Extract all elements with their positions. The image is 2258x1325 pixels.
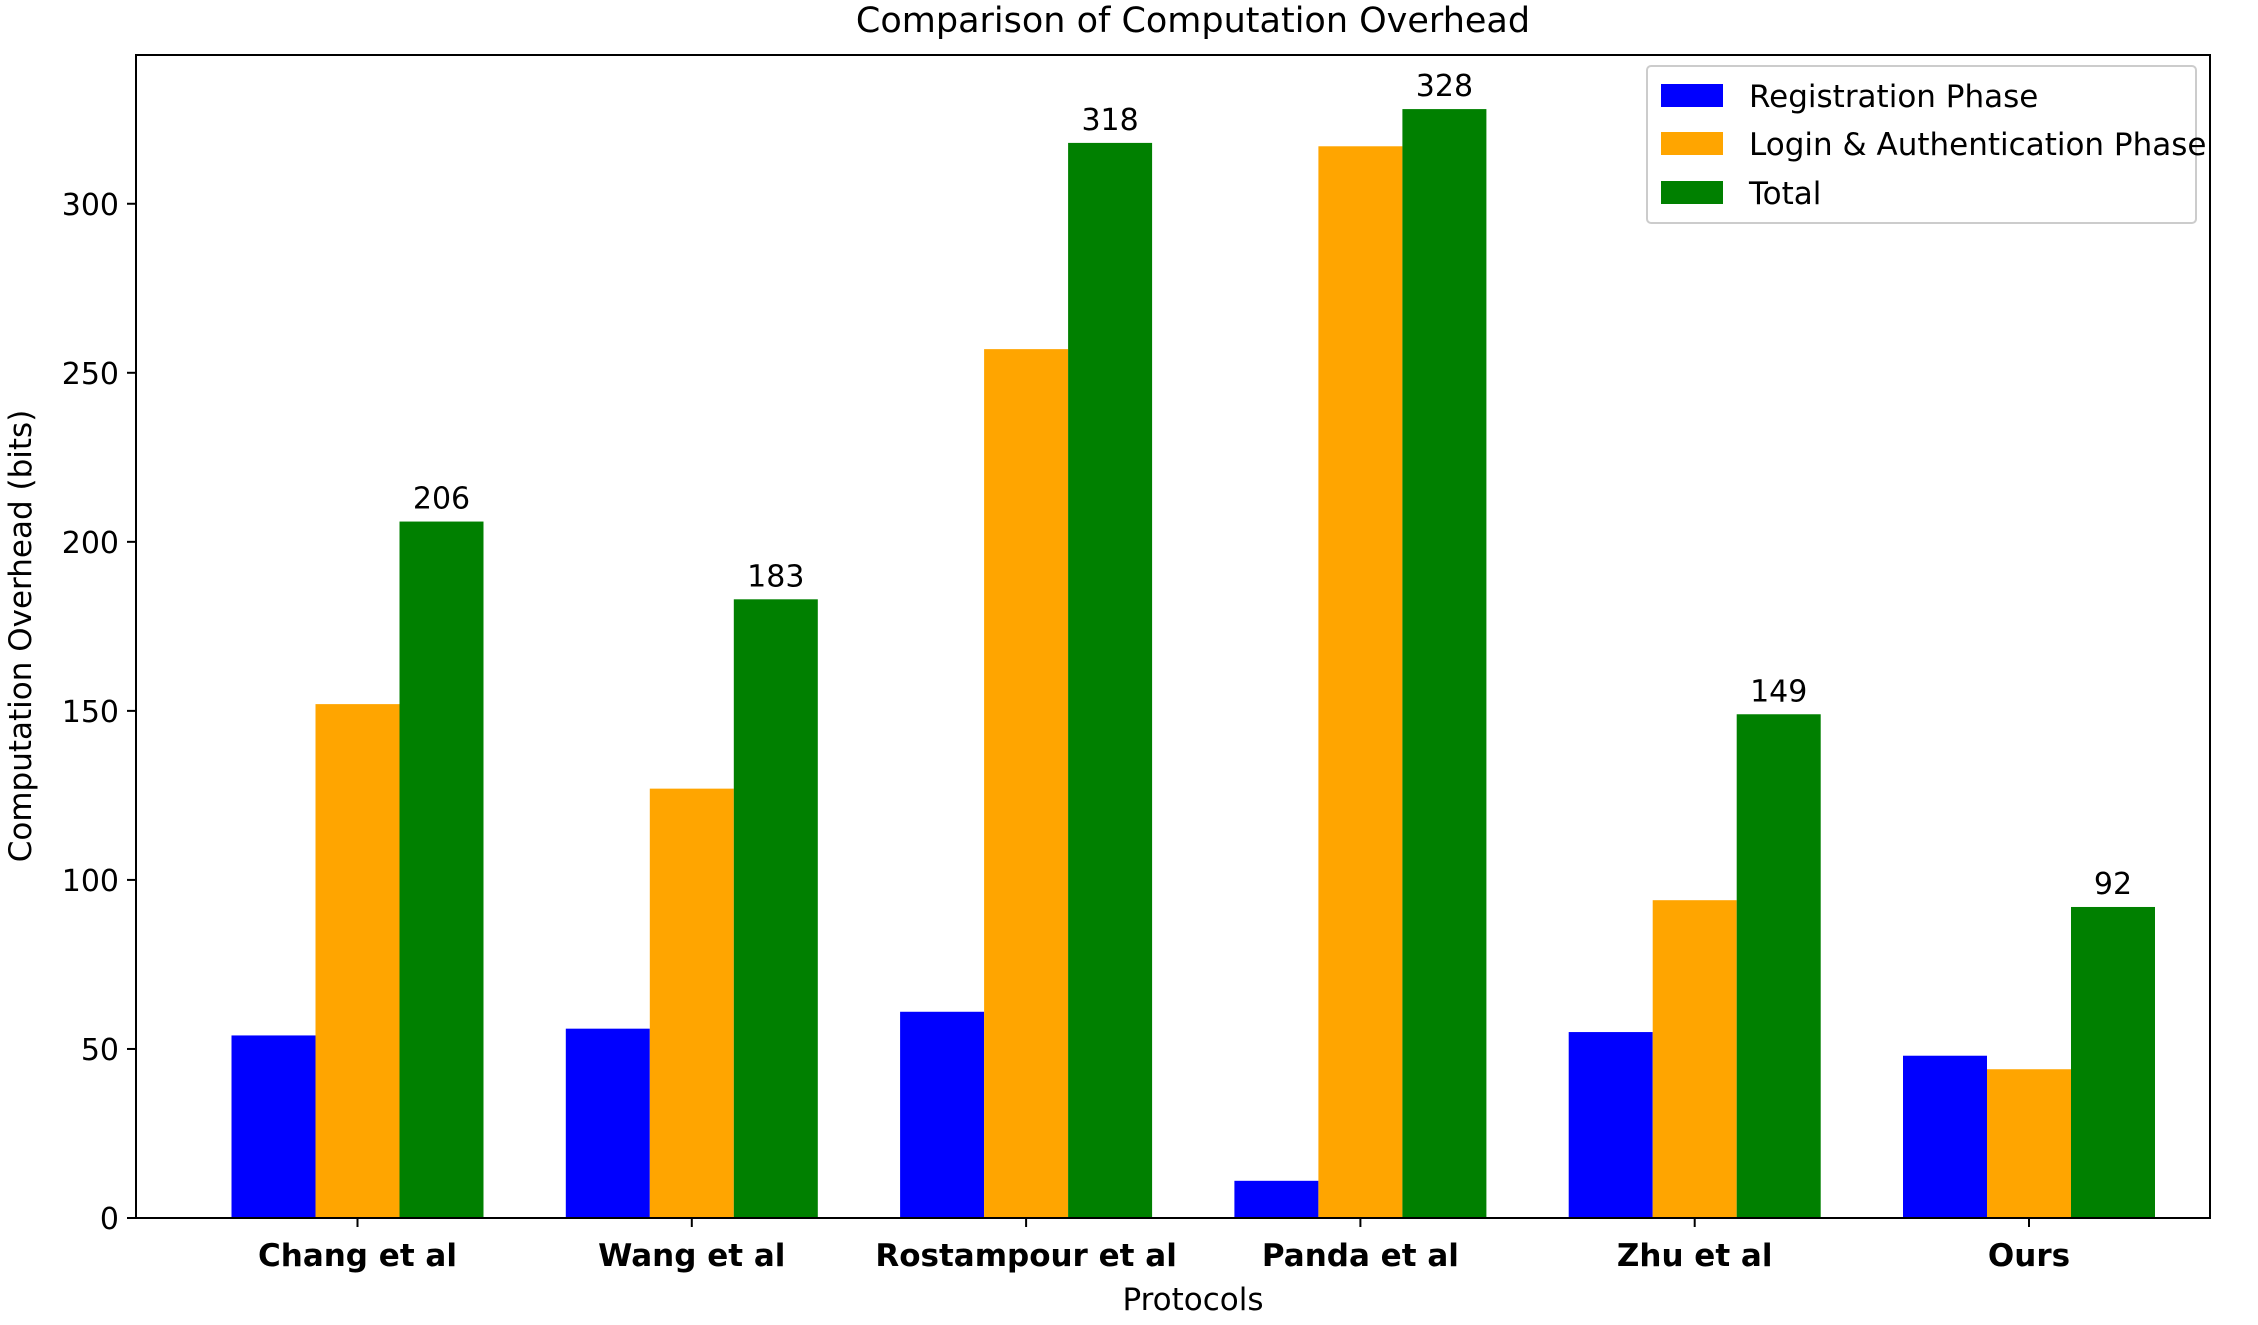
bar-labels-layer: 206 183 318 328 149 92 — [413, 69, 2132, 902]
bar-value-label-wang-et-al: 183 — [747, 559, 804, 594]
bar-value-label-zhu-et-al: 149 — [1750, 674, 1807, 709]
bar-total-chang-et-al — [399, 521, 484, 1218]
legend-label-registration: Registration Phase — [1749, 79, 2038, 115]
y-tick-label-0: 0 — [100, 1202, 119, 1237]
y-axis-label: Computation Overhead (bits) — [3, 410, 39, 863]
legend-label-total: Total — [1748, 176, 1821, 212]
bar-value-label-ours: 92 — [2094, 867, 2132, 902]
legend: Registration Phase Login & Authenticatio… — [1646, 65, 2207, 224]
bar-value-label-chang-et-al: 206 — [413, 482, 470, 517]
x-tick-label-chang-et-al: Chang et al — [258, 1238, 457, 1274]
bar-total-wang-et-al — [733, 599, 818, 1218]
y-tick-label-250: 250 — [62, 357, 119, 392]
bar-login-authentication-phase-ours — [1987, 1069, 2071, 1218]
y-tick-label-50: 50 — [81, 1033, 119, 1068]
legend-label-login: Login & Authentication Phase — [1749, 127, 2207, 163]
y-tick-label-150: 150 — [62, 695, 119, 730]
bar-registration-phase-zhu-et-al — [1568, 1032, 1653, 1218]
bar-registration-phase-chang-et-al — [231, 1035, 316, 1218]
bar-registration-phase-rostampour-et-al — [900, 1011, 985, 1218]
legend-swatch-login — [1661, 132, 1723, 155]
y-tick-label-100: 100 — [62, 864, 119, 899]
bars-layer — [231, 109, 2155, 1219]
legend-swatch-registration — [1661, 84, 1723, 107]
bar-value-label-rostampour-et-al: 318 — [1081, 103, 1138, 138]
bar-total-ours — [2071, 906, 2155, 1218]
legend-swatch-total — [1661, 181, 1723, 204]
x-tick-label-panda-et-al: Panda et al — [1262, 1238, 1459, 1274]
x-axis-label: Protocols — [1122, 1282, 1263, 1318]
bar-value-label-panda-et-al: 328 — [1416, 69, 1473, 104]
x-tick-label-zhu-et-al: Zhu et al — [1617, 1238, 1773, 1274]
x-tick-label-ours: Ours — [1988, 1238, 2070, 1274]
bar-login-authentication-phase-zhu-et-al — [1652, 900, 1737, 1218]
bar-registration-phase-ours — [1903, 1055, 1987, 1218]
legend-box — [1646, 65, 2197, 224]
x-ticks: Chang et al Wang et al Rostampour et al Pan… — [258, 1218, 2070, 1274]
x-tick-label-wang-et-al: Wang et al — [598, 1238, 785, 1274]
y-ticks: 0 50 100 150 200 250 300 — [62, 188, 136, 1237]
y-tick-label-200: 200 — [62, 526, 119, 561]
x-tick-label-rostampour-et-al: Rostampour et al — [875, 1238, 1176, 1274]
bar-login-authentication-phase-chang-et-al — [315, 704, 400, 1218]
bar-total-rostampour-et-al — [1068, 142, 1153, 1218]
bar-total-zhu-et-al — [1736, 714, 1821, 1218]
axes-frame — [135, 54, 2211, 1219]
bar-login-authentication-phase-panda-et-al — [1318, 146, 1403, 1218]
bar-login-authentication-phase-wang-et-al — [649, 788, 734, 1218]
bar-login-authentication-phase-rostampour-et-al — [984, 349, 1069, 1218]
bar-registration-phase-wang-et-al — [565, 1028, 650, 1218]
bar-registration-phase-panda-et-al — [1234, 1180, 1319, 1218]
y-tick-label-300: 300 — [62, 188, 119, 223]
bar-total-panda-et-al — [1402, 109, 1487, 1219]
chart-title: Comparison of Computation Overhead — [856, 1, 1530, 41]
